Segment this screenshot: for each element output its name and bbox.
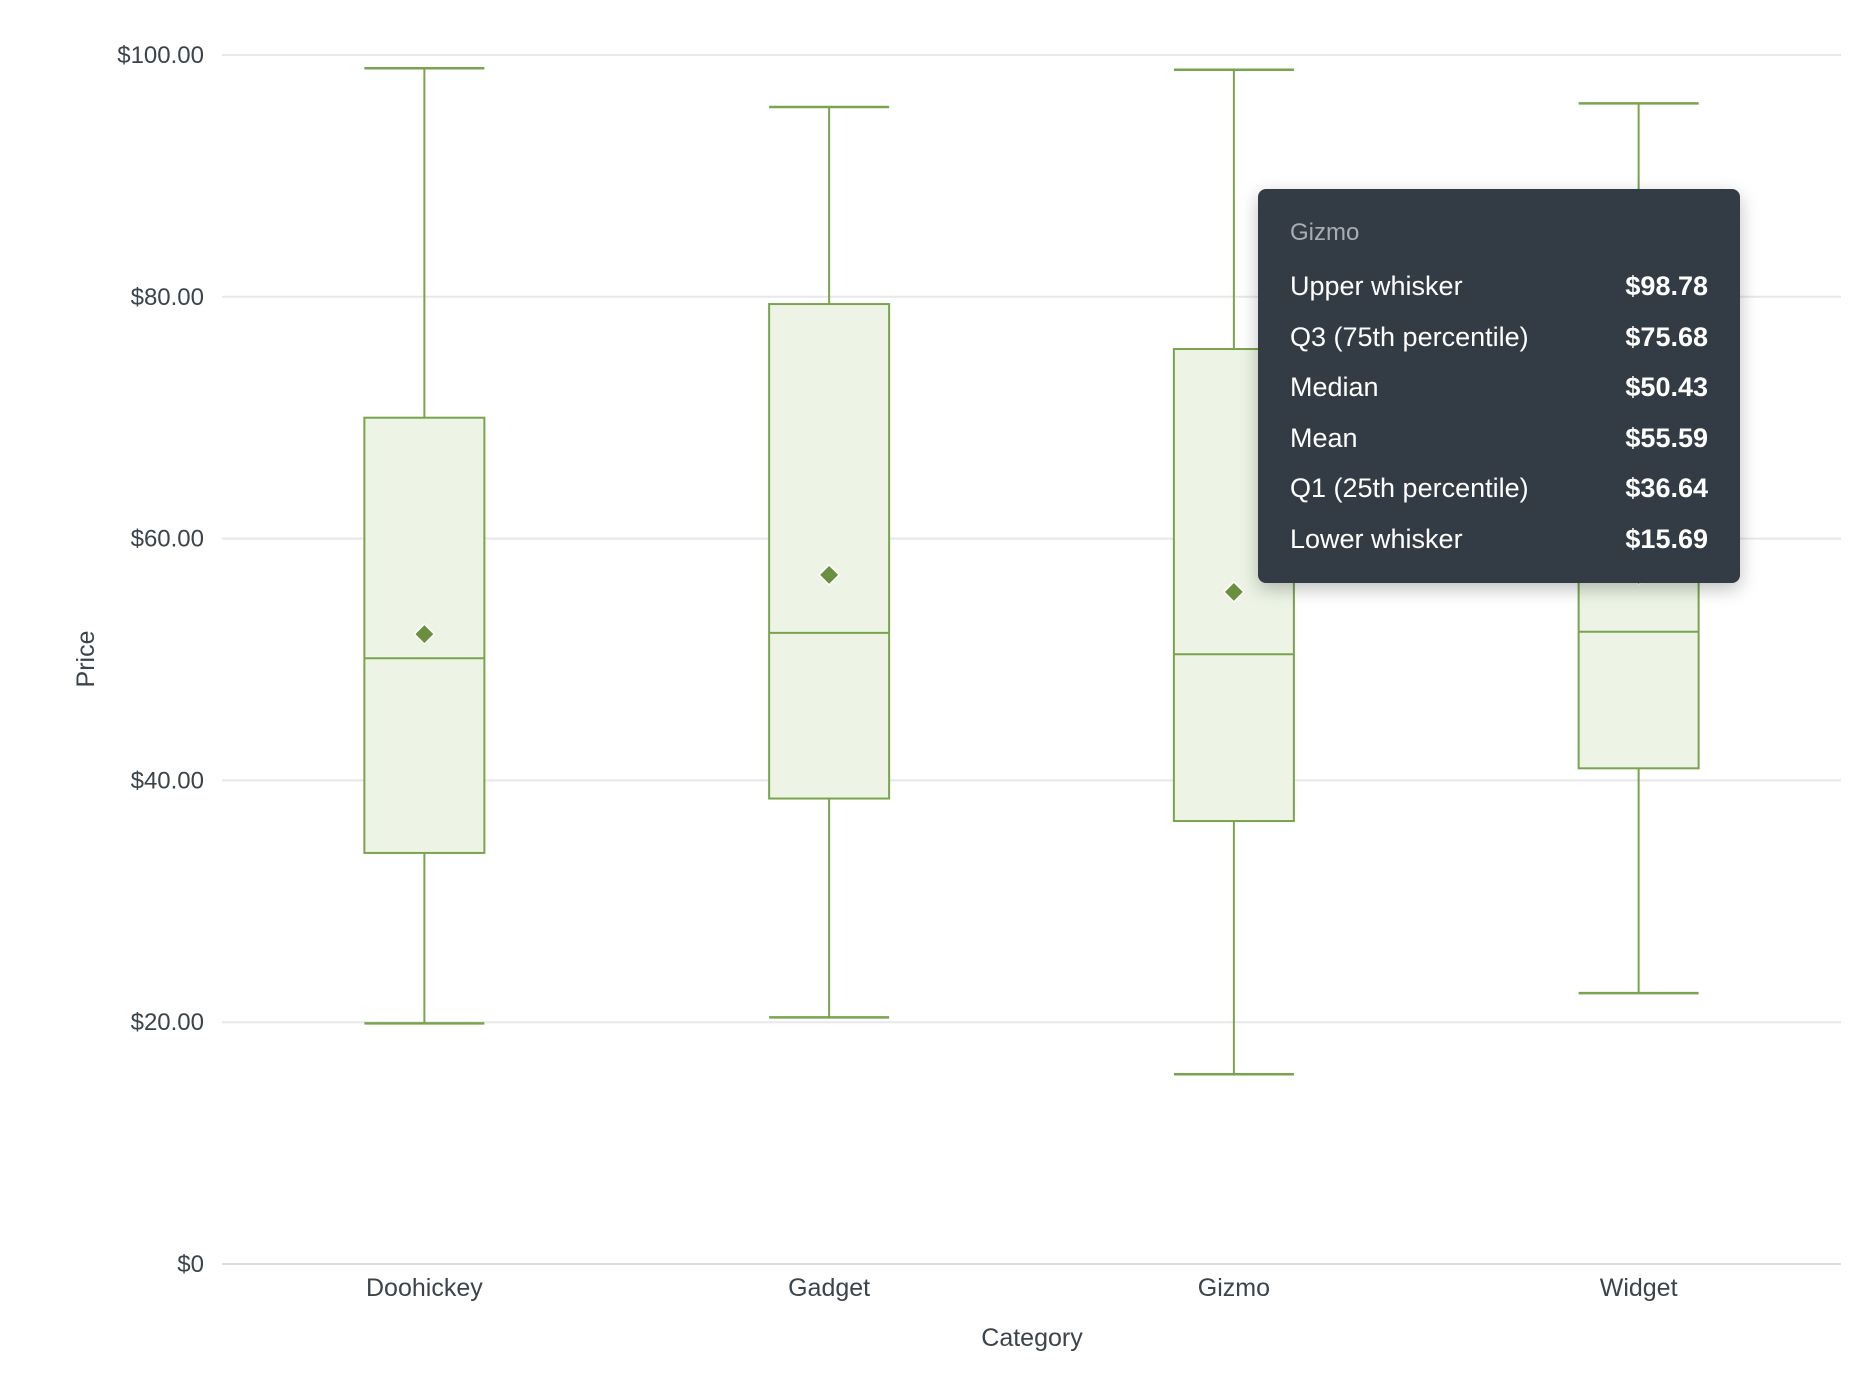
tooltip-label: Lower whisker xyxy=(1290,523,1463,554)
y-tick-label: $80.00 xyxy=(131,284,204,311)
tooltip-value: $15.69 xyxy=(1625,523,1708,554)
y-axis-ticks: $0 $20.00 $40.00 $60.00 $80.00 $100.00 xyxy=(117,42,204,1278)
tooltip-label: Median xyxy=(1290,372,1379,402)
x-tick-label: Doohickey xyxy=(366,1274,483,1302)
tooltip-row-median: Median $50.43 xyxy=(1290,362,1708,413)
y-tick-label: $100.00 xyxy=(117,42,204,69)
mean-marker-icon xyxy=(1222,580,1245,603)
y-axis-title: Price xyxy=(72,631,100,688)
tooltip-row-q3: Q3 (75th percentile) $75.68 xyxy=(1290,312,1708,363)
mean-marker-icon xyxy=(413,623,436,646)
tooltip-title: Gizmo xyxy=(1290,219,1360,246)
x-tick-label: Gizmo xyxy=(1198,1274,1270,1302)
tooltip: Gizmo Upper whisker $98.78 Q3 (75th perc… xyxy=(1258,189,1740,583)
tooltip-value: $55.59 xyxy=(1625,422,1708,453)
tooltip-value: $75.68 xyxy=(1625,321,1708,352)
tooltip-row-lower-whisker: Lower whisker $15.69 xyxy=(1290,514,1708,565)
box-doohickey xyxy=(363,67,486,1025)
x-tick-label: Widget xyxy=(1600,1274,1678,1302)
tooltip-label: Q3 (75th percentile) xyxy=(1290,321,1529,352)
tooltip-row-mean: Mean $55.59 xyxy=(1290,413,1708,464)
x-axis-title: Category xyxy=(981,1324,1083,1352)
tooltip-value: $98.78 xyxy=(1625,271,1708,301)
iqr-box xyxy=(768,303,891,800)
x-axis-ticks: Doohickey Gadget Gizmo Widget xyxy=(366,1274,1678,1302)
x-tick-label: Gadget xyxy=(788,1274,870,1302)
tooltip-label: Mean xyxy=(1290,422,1358,453)
y-tick-label: $60.00 xyxy=(131,526,204,553)
tooltip-value: $36.64 xyxy=(1625,473,1708,503)
tooltip-row-upper-whisker: Upper whisker $98.78 xyxy=(1290,261,1708,312)
y-tick-label: $20.00 xyxy=(131,1009,204,1036)
tooltip-label: Q1 (25th percentile) xyxy=(1290,473,1529,503)
tooltip-value: $50.43 xyxy=(1625,372,1708,402)
mean-marker-icon xyxy=(818,563,841,586)
gridlines xyxy=(222,54,1841,1265)
tooltip-row-q1: Q1 (25th percentile) $36.64 xyxy=(1290,463,1708,514)
y-tick-label: $0 xyxy=(177,1251,204,1278)
box-gadget xyxy=(768,105,891,1019)
y-tick-label: $40.00 xyxy=(131,767,204,794)
tooltip-label: Upper whisker xyxy=(1290,271,1463,301)
